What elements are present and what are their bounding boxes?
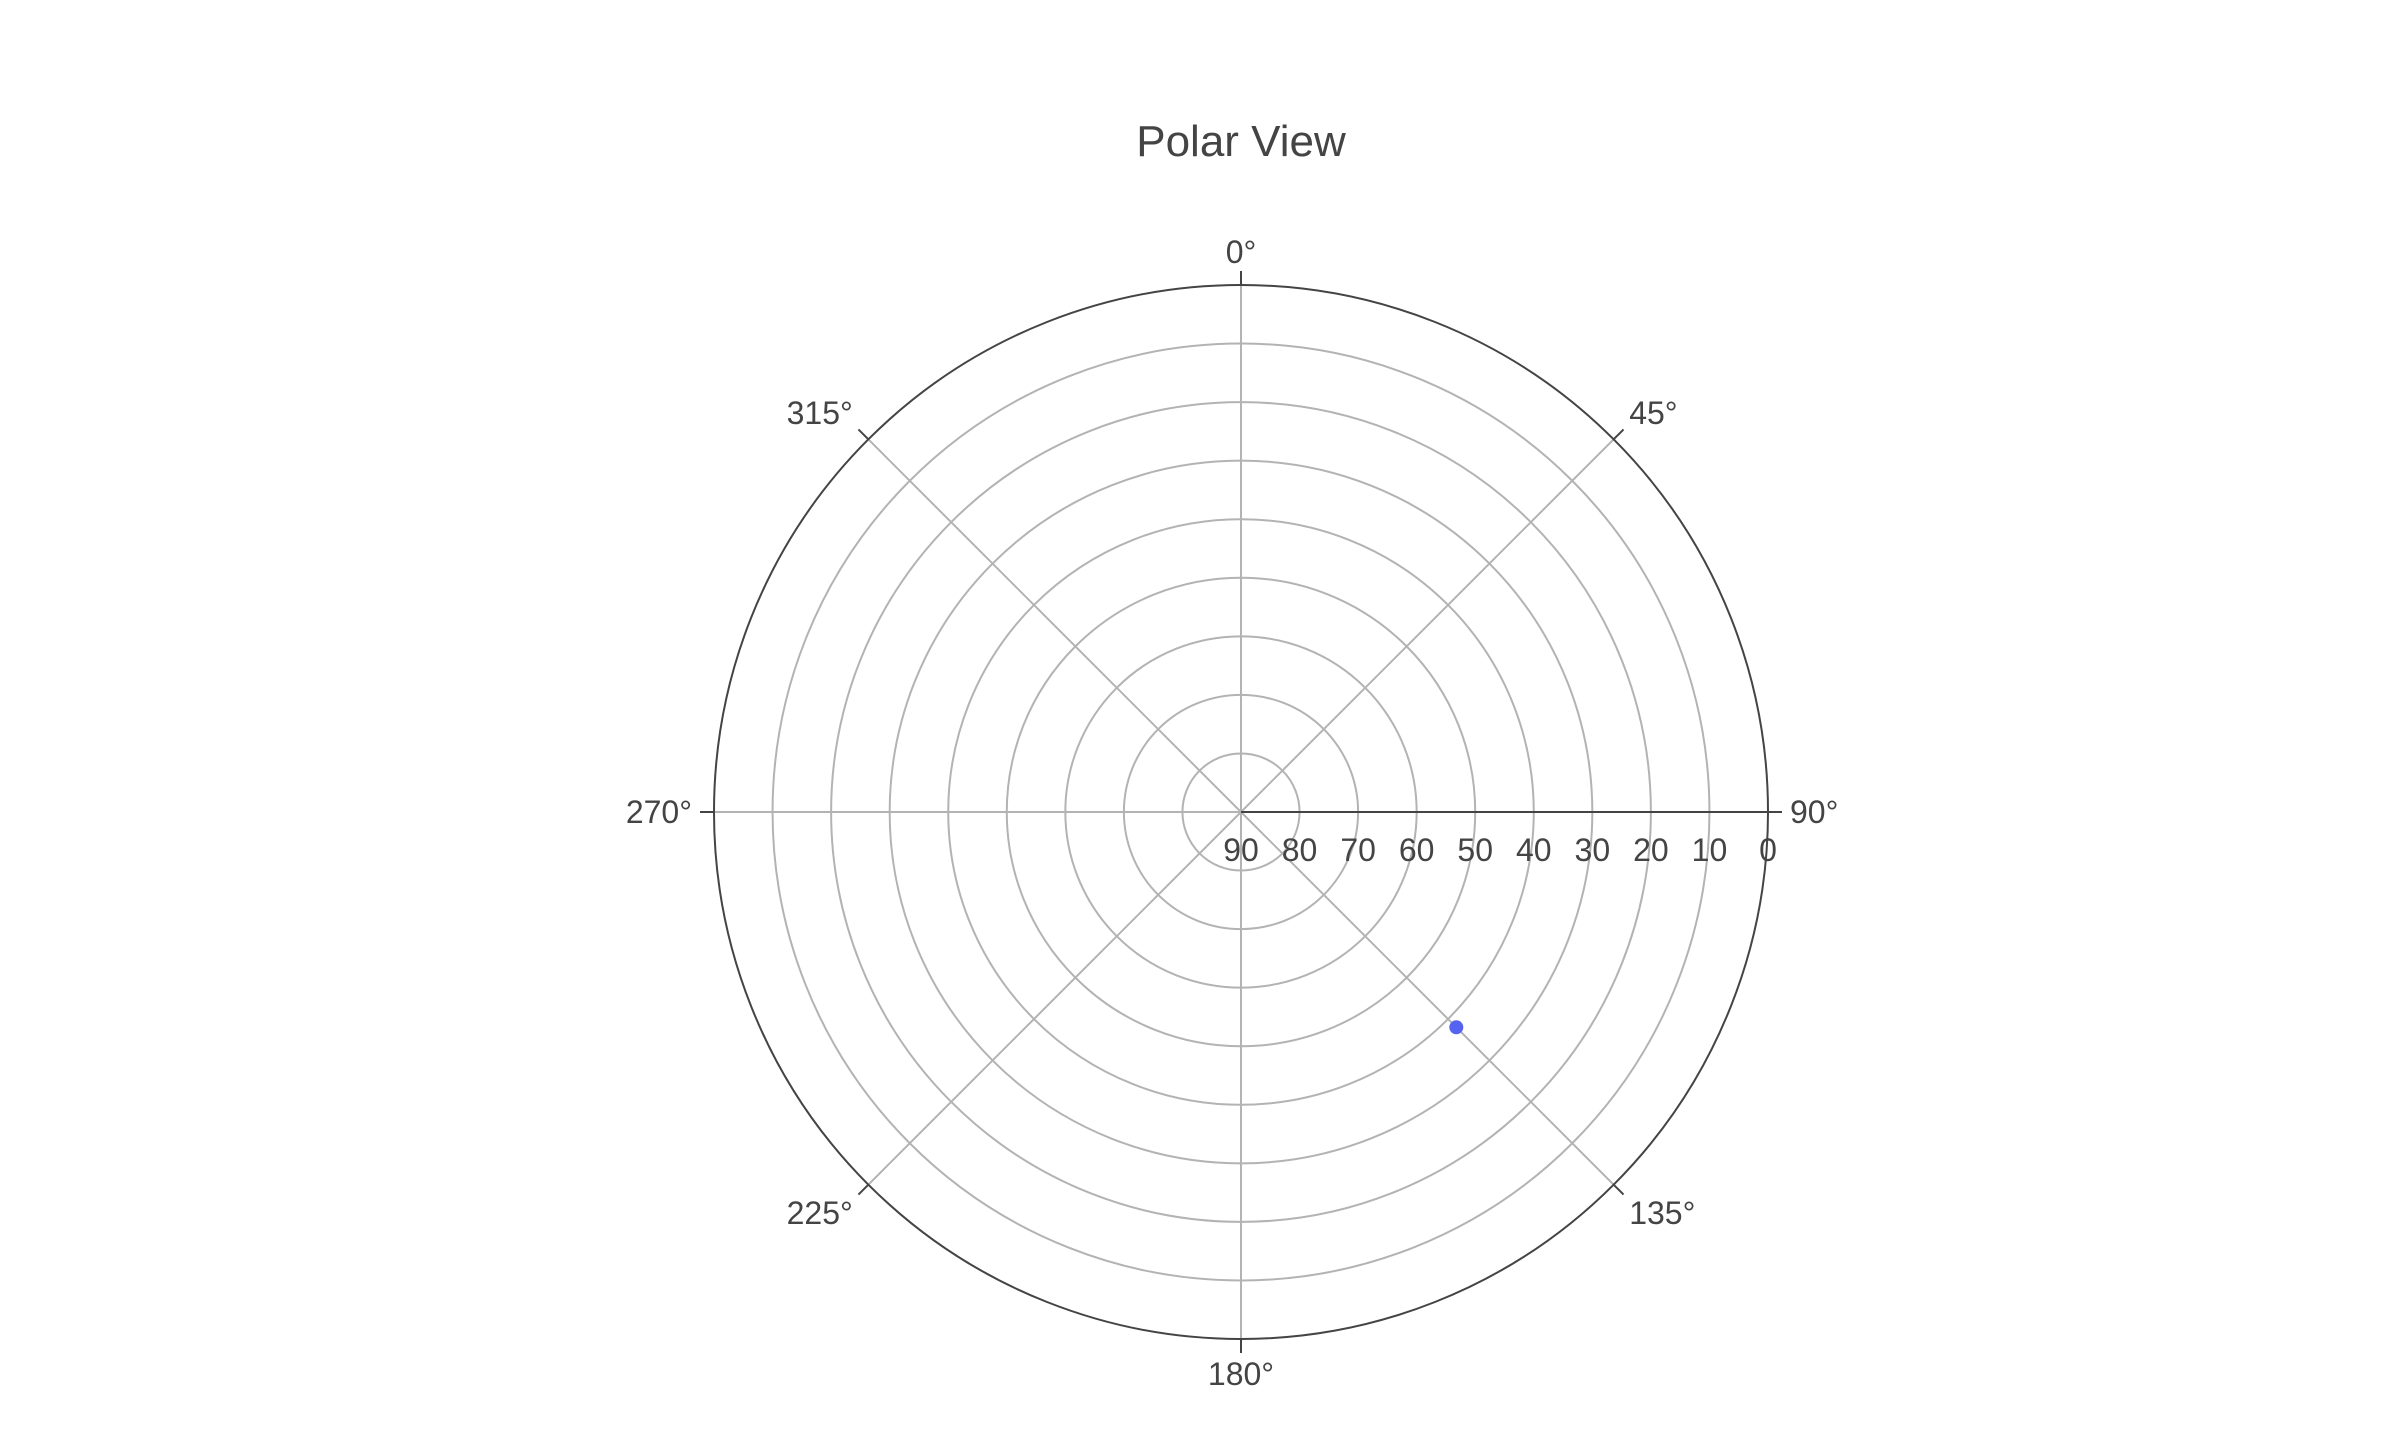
angular-grid-line-3	[1240, 811, 1615, 1186]
radial-tick-label-7: 20	[1633, 832, 1669, 868]
radial-tick-label-6: 30	[1575, 832, 1611, 868]
tick-labels: 0° 45° 90° 135° 180° 225° 270° 315° 90 80 70 60 50 40…	[626, 234, 1839, 1392]
angular-tick-1	[1612, 428, 1625, 441]
angular-tick-label-2: 90°	[1790, 794, 1838, 830]
angular-tick-7	[857, 428, 870, 441]
radial-tick-label-4: 50	[1457, 832, 1493, 868]
radial-tick-label-0: 90	[1223, 832, 1259, 868]
radial-tick-label-2: 70	[1340, 832, 1376, 868]
polar-axes	[700, 271, 1782, 1353]
angular-tick-label-5: 225°	[787, 1195, 853, 1231]
angular-grid-line-5	[867, 811, 1242, 1186]
data-points	[1449, 1020, 1464, 1035]
angular-tick-3	[1612, 1183, 1625, 1196]
radial-tick-label-1: 80	[1282, 832, 1318, 868]
angular-tick-label-0: 0°	[1226, 234, 1257, 270]
angular-tick-label-7: 315°	[787, 395, 853, 431]
radial-tick-label-9: 0	[1759, 832, 1777, 868]
angular-tick-label-3: 135°	[1629, 1195, 1695, 1231]
chart-title: Polar View	[1136, 117, 1346, 166]
radial-tick-label-8: 10	[1692, 832, 1728, 868]
data-point-0-0[interactable]	[1449, 1020, 1464, 1035]
radial-tick-label-5: 40	[1516, 832, 1552, 868]
angular-tick-label-1: 45°	[1629, 395, 1677, 431]
angular-grid-line-7	[867, 438, 1242, 813]
angular-tick-label-4: 180°	[1208, 1356, 1274, 1392]
angular-tick-label-6: 270°	[626, 794, 692, 830]
angular-tick-5	[857, 1183, 870, 1196]
angular-grid-line-1	[1240, 438, 1615, 813]
radial-tick-label-3: 60	[1399, 832, 1435, 868]
